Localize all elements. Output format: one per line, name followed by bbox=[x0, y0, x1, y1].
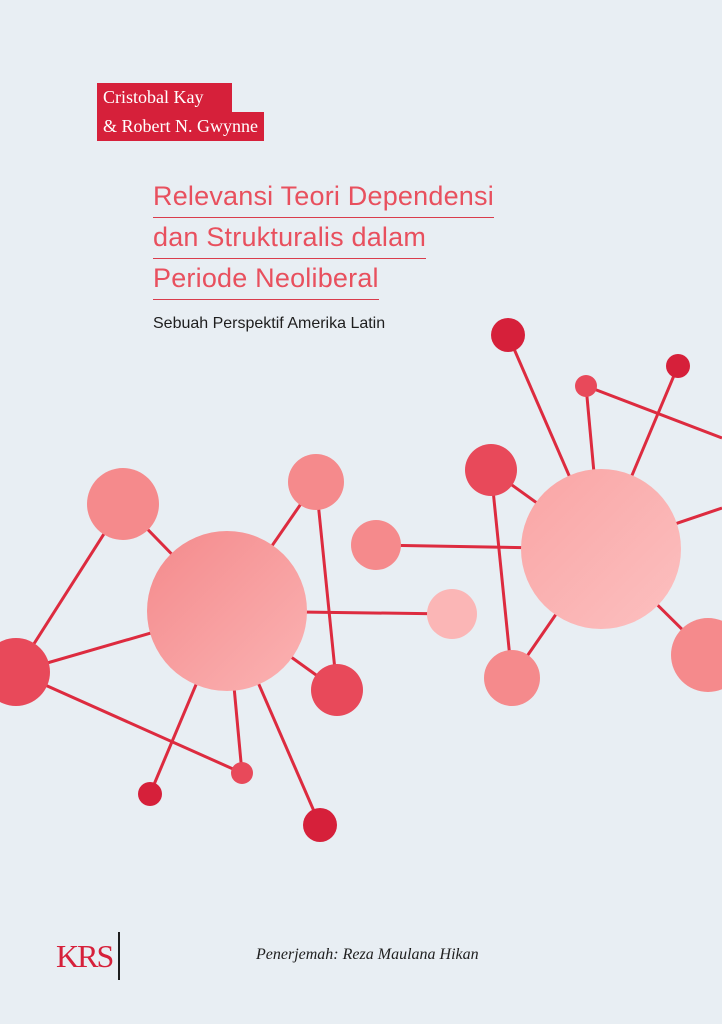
author-name: Cristobal Kay bbox=[97, 83, 232, 112]
node bbox=[465, 444, 517, 496]
title-line: Periode Neoliberal bbox=[153, 263, 379, 300]
node bbox=[288, 454, 344, 510]
book-subtitle: Sebuah Perspektif Amerika Latin bbox=[153, 315, 386, 332]
node bbox=[351, 520, 401, 570]
node bbox=[231, 762, 253, 784]
title-line: Relevansi Teori Dependensi bbox=[153, 181, 494, 218]
node bbox=[138, 782, 162, 806]
node bbox=[311, 664, 363, 716]
node bbox=[303, 808, 337, 842]
logo-divider bbox=[118, 932, 121, 980]
node bbox=[575, 375, 597, 397]
author-block: Cristobal Kay & Robert N. Gwynne bbox=[97, 83, 264, 141]
node bbox=[666, 354, 690, 378]
node bbox=[671, 618, 722, 692]
title-line: dan Strukturalis dalam bbox=[153, 222, 427, 259]
author-name: & Robert N. Gwynne bbox=[97, 112, 264, 141]
node-big-left bbox=[147, 531, 307, 691]
node bbox=[427, 589, 477, 639]
publisher-logo: KRS bbox=[56, 931, 121, 981]
node bbox=[0, 638, 50, 706]
node bbox=[87, 468, 159, 540]
translator-credit: Penerjemah: Reza Maulana Hikan bbox=[256, 946, 479, 963]
publisher-logo-text: KRS bbox=[56, 937, 114, 974]
book-title: Relevansi Teori Dependensi dan Struktura… bbox=[153, 181, 494, 304]
node bbox=[491, 318, 525, 352]
node-big-right bbox=[521, 469, 681, 629]
node bbox=[484, 650, 540, 706]
